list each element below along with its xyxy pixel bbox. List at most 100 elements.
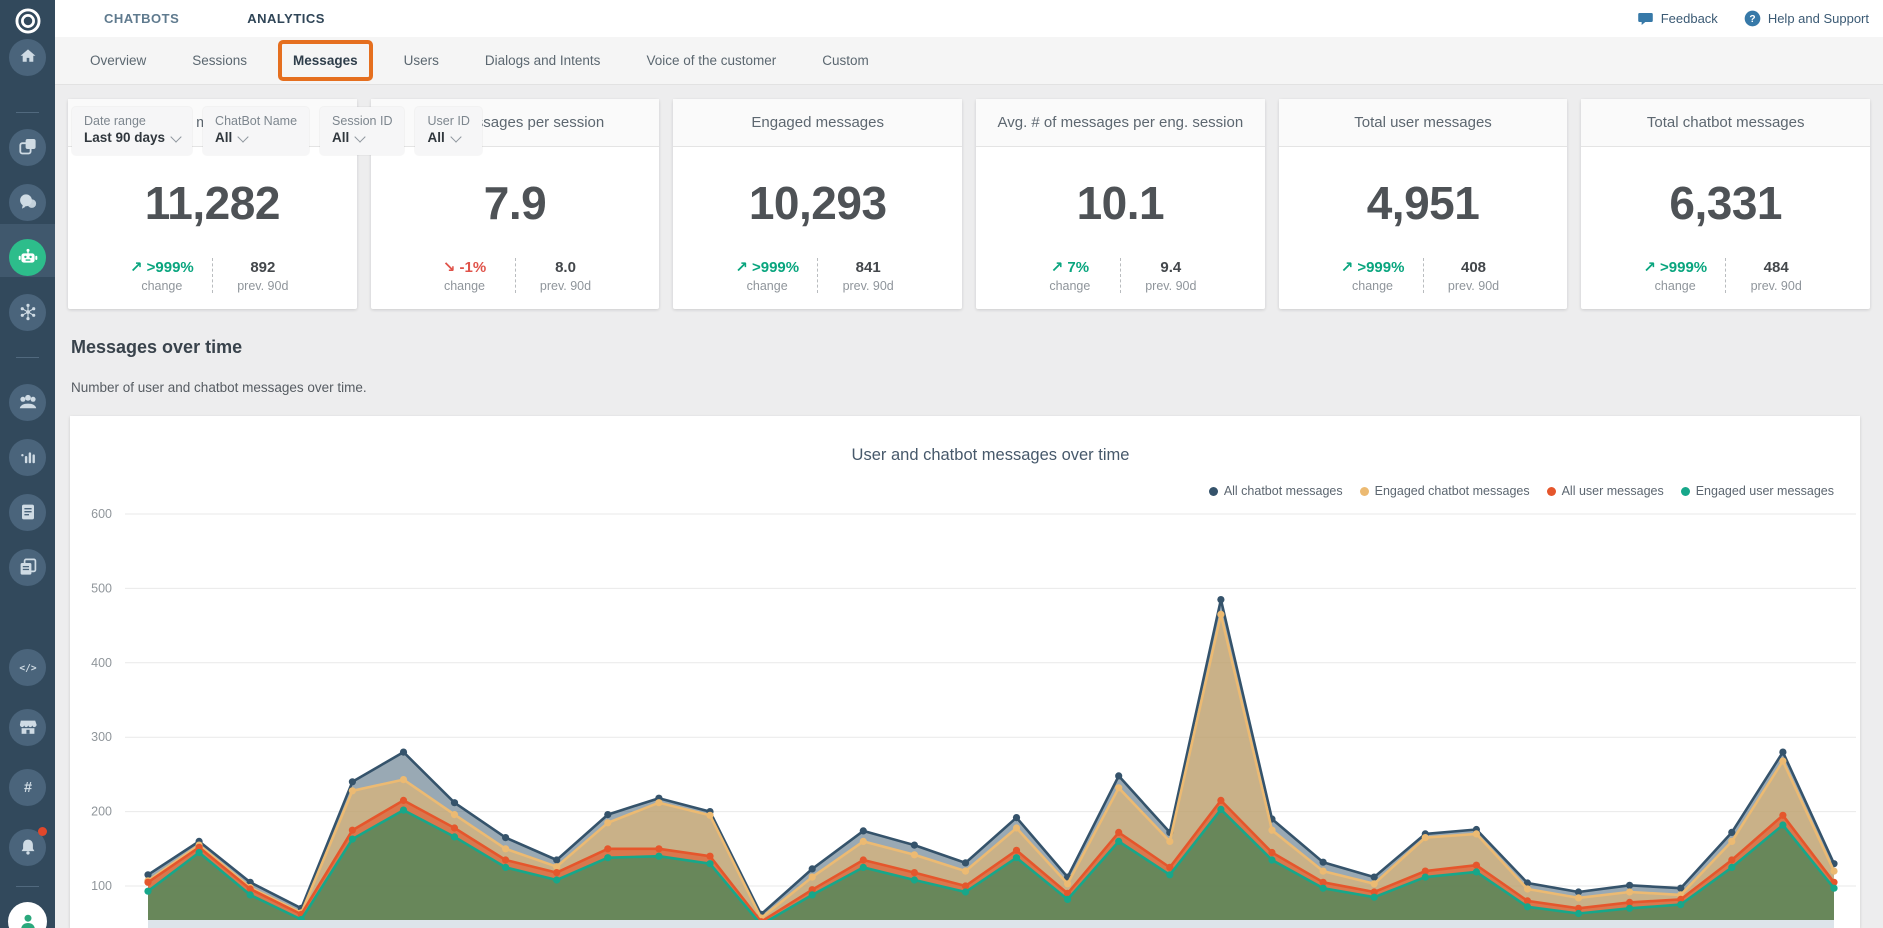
- tab-users[interactable]: Users: [404, 49, 439, 72]
- chevron-down-icon: [238, 131, 249, 142]
- sidebar-item-notifications[interactable]: [0, 822, 55, 872]
- legend-dot-icon: [1360, 487, 1369, 496]
- sidebar-item-chatbot-builder[interactable]: [0, 232, 55, 282]
- sidebar-item-marketplace[interactable]: [0, 702, 55, 752]
- tab-voice-of-the-customer[interactable]: Voice of the customer: [646, 49, 776, 72]
- developer-code-icon: </>: [9, 649, 46, 686]
- kpi-value: 10,293: [673, 147, 962, 258]
- legend-label: All user messages: [1562, 484, 1664, 498]
- sidebar-item-channels[interactable]: #: [0, 762, 55, 812]
- sidebar-item-conversations[interactable]: [0, 177, 55, 227]
- trend-up-icon: ↗: [1341, 259, 1354, 276]
- trend-up-icon: ↗: [130, 259, 143, 276]
- filter-session-id[interactable]: Session IDAll: [320, 107, 404, 155]
- tab-label: Voice of the customer: [646, 53, 776, 68]
- kpi-prev-label: prev. 90d: [540, 279, 591, 293]
- kpi-prev-label: prev. 90d: [1751, 279, 1802, 293]
- tab-sessions[interactable]: Sessions: [192, 49, 247, 72]
- tab-dialogs-and-intents[interactable]: Dialogs and Intents: [485, 49, 601, 72]
- svg-text:</>: </>: [19, 663, 36, 674]
- kpi-card-3: Avg. # of messages per eng. session10.1↗…: [976, 99, 1265, 309]
- sidebar-item-audience[interactable]: [0, 377, 55, 427]
- sidebar-item-knowledge-base[interactable]: [0, 487, 55, 537]
- kpi-title: Total chatbot messages: [1647, 113, 1805, 132]
- account-avatar-icon: [8, 902, 47, 928]
- kpi-prev-value: 841: [856, 259, 881, 276]
- knowledge-base-icon: [9, 494, 46, 531]
- chart-legend: All chatbot messages Engaged chatbot mess…: [1209, 484, 1834, 498]
- marketplace-icon: [9, 709, 46, 746]
- sidebar-item-analytics[interactable]: [0, 432, 55, 482]
- integrations-icon: [9, 129, 46, 166]
- filter-bar: Date rangeLast 90 daysChatBot NameAllSes…: [72, 107, 482, 155]
- trend-up-icon: ↗: [1643, 259, 1656, 276]
- filter-date-range[interactable]: Date rangeLast 90 days: [72, 107, 192, 155]
- feedback-bubble-icon: [1637, 11, 1654, 27]
- kpi-value: 7.9: [371, 147, 660, 258]
- kpi-change-row: ↗ >999%change892prev. 90d: [68, 258, 357, 293]
- kpi-change-label: change: [1352, 279, 1393, 293]
- legend-label: Engaged user messages: [1696, 484, 1834, 498]
- filter-chatbot-name[interactable]: ChatBot NameAll: [203, 107, 309, 155]
- tab-label: Dialogs and Intents: [485, 53, 601, 68]
- help-label: Help and Support: [1768, 11, 1869, 26]
- top-nav-chatbots[interactable]: CHATBOTS: [104, 11, 179, 26]
- tab-label: Sessions: [192, 53, 247, 68]
- feedback-button[interactable]: Feedback: [1637, 11, 1718, 27]
- sidebar-divider: [16, 112, 39, 113]
- kpi-change: ↗ >999%: [735, 258, 799, 276]
- kpi-divider: [817, 258, 818, 293]
- legend-item[interactable]: All chatbot messages: [1209, 484, 1343, 498]
- sidebar-item-developer-code[interactable]: </>: [0, 642, 55, 692]
- svg-text:400: 400: [91, 656, 112, 670]
- network-icon: [9, 294, 46, 331]
- tab-label: Users: [404, 53, 439, 68]
- legend-label: All chatbot messages: [1224, 484, 1343, 498]
- svg-text:#: #: [23, 780, 31, 796]
- kpi-change: ↗ 7%: [1051, 258, 1089, 276]
- svg-text:600: 600: [91, 507, 112, 521]
- sidebar-item-content-library[interactable]: [0, 542, 55, 592]
- kpi-prev-label: prev. 90d: [1145, 279, 1196, 293]
- home-icon: [9, 39, 46, 76]
- sidebar-item-integrations[interactable]: [0, 122, 55, 172]
- topbar: CHATBOTS ANALYTICS Feedback ? Help and Su…: [55, 0, 1883, 37]
- kpi-divider: [515, 258, 516, 293]
- sidebar-item-network[interactable]: [0, 287, 55, 337]
- kpi-change: ↗ >999%: [1643, 258, 1707, 276]
- filter-user-id[interactable]: User IDAll: [415, 107, 481, 155]
- kpi-change-label: change: [747, 279, 788, 293]
- legend-item[interactable]: All user messages: [1547, 484, 1664, 498]
- tab-custom[interactable]: Custom: [822, 49, 869, 72]
- kpi-prev-label: prev. 90d: [1448, 279, 1499, 293]
- help-button[interactable]: ? Help and Support: [1744, 10, 1869, 27]
- kpi-card-header: Avg. # of messages per eng. session: [976, 99, 1265, 147]
- legend-item[interactable]: Engaged chatbot messages: [1360, 484, 1530, 498]
- svg-text:500: 500: [91, 581, 112, 595]
- filter-value: Last 90 days: [84, 129, 165, 147]
- filter-label: Date range: [84, 114, 180, 129]
- kpi-divider: [1423, 258, 1424, 293]
- kpi-divider: [1120, 258, 1121, 293]
- kpi-change-label: change: [1655, 279, 1696, 293]
- messages-over-time-chart-panel[interactable]: 100200300400500600 User and chatbot mess…: [70, 416, 1860, 928]
- svg-text:100: 100: [91, 879, 112, 893]
- legend-dot-icon: [1547, 487, 1556, 496]
- top-nav-analytics[interactable]: ANALYTICS: [247, 11, 325, 26]
- svg-text:300: 300: [91, 730, 112, 744]
- kpi-change: ↗ >999%: [130, 258, 194, 276]
- kpi-value: 6,331: [1581, 147, 1870, 258]
- filter-label: Session ID: [332, 114, 392, 129]
- section-title: Messages over time: [71, 337, 242, 358]
- tab-overview[interactable]: Overview: [90, 49, 146, 72]
- notification-badge: [38, 827, 47, 836]
- kpi-change-label: change: [1049, 279, 1090, 293]
- sidebar-item-account-avatar[interactable]: [0, 896, 55, 928]
- kpi-card-2: Engaged messages10,293↗ >999%change841pr…: [673, 99, 962, 309]
- kpi-prev-label: prev. 90d: [843, 279, 894, 293]
- legend-item[interactable]: Engaged user messages: [1681, 484, 1834, 498]
- kpi-card-header: Total user messages: [1279, 99, 1568, 147]
- tab-messages[interactable]: Messages: [293, 49, 358, 72]
- sidebar-item-home[interactable]: [0, 32, 55, 82]
- chevron-down-icon: [450, 131, 461, 142]
